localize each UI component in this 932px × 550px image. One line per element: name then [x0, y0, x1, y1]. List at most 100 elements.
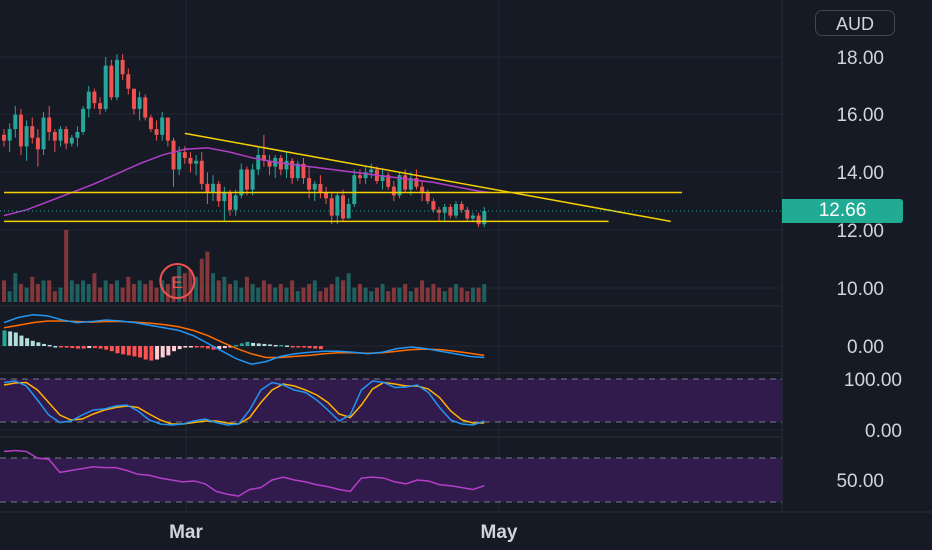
volume-bar	[312, 280, 317, 302]
price-tick-label: 14.00	[836, 163, 884, 184]
macd-tick-label: 0.00	[847, 337, 884, 358]
volume-bar	[120, 287, 125, 302]
candle-body	[442, 206, 447, 213]
stoch-tick-label: 100.00	[844, 370, 902, 391]
macd-histogram-bar	[47, 344, 52, 347]
volume-bar	[380, 284, 385, 302]
rsi-indicator	[3, 449, 485, 497]
stochastic-indicator	[3, 380, 485, 426]
volume-bar	[425, 287, 430, 302]
volume-bar	[278, 284, 283, 302]
macd-histogram-bar	[115, 346, 120, 354]
candle-body	[425, 192, 430, 202]
macd-histogram-bar	[42, 343, 47, 346]
candle-body	[403, 175, 408, 190]
macd-histogram-bar	[160, 346, 165, 358]
candle-body	[47, 117, 52, 132]
volume-bar	[431, 284, 436, 302]
volume-bar	[261, 280, 266, 302]
candle-body	[352, 175, 357, 205]
volume-bar	[131, 284, 136, 302]
volume-bar	[307, 284, 312, 302]
macd-histogram-bar	[251, 342, 256, 346]
candle-body	[465, 209, 470, 219]
candle-body	[318, 183, 323, 193]
candle-body	[103, 65, 108, 109]
volume-bar	[182, 273, 187, 302]
macd-histogram-bar	[313, 346, 318, 349]
candle-body	[154, 129, 159, 135]
macd-indicator	[2, 314, 485, 365]
volume-bar	[324, 287, 329, 302]
volume-bar	[273, 287, 278, 302]
candle-body	[18, 114, 23, 147]
macd-line	[3, 314, 485, 365]
candle-body	[75, 131, 80, 138]
macd-histogram-bar	[172, 346, 176, 352]
candle-body	[459, 204, 464, 210]
volume-bar	[126, 276, 131, 302]
candle-body	[211, 183, 216, 193]
candle-body	[448, 206, 453, 216]
volume-bar	[103, 280, 108, 302]
candle-body	[267, 160, 272, 167]
macd-histogram-bar	[98, 346, 103, 349]
macd-histogram-bar	[262, 343, 267, 346]
volume-bar	[369, 291, 374, 302]
price-tick-label: 12.00	[836, 221, 884, 242]
macd-histogram-bar	[8, 331, 13, 346]
candle-body	[120, 59, 125, 75]
volume-bar	[448, 287, 453, 302]
candle-body	[312, 183, 317, 190]
candle-body	[380, 175, 385, 181]
macd-histogram-bar	[138, 346, 143, 358]
volume-bar	[335, 276, 340, 302]
candle-body	[369, 169, 374, 173]
candle-body	[188, 157, 193, 164]
moving-average-line	[3, 147, 490, 217]
macd-histogram-bar	[81, 346, 86, 349]
candle-body	[233, 195, 238, 210]
axes: 18.00 16.00 14.00 12.00 10.00 0.00 100.00 0.00 5…	[169, 48, 902, 543]
volume-bar	[160, 280, 165, 302]
macd-histogram-bar	[268, 344, 273, 346]
candle-body	[81, 108, 86, 132]
candle-body	[335, 195, 340, 216]
volume-bar	[52, 291, 57, 302]
volume-bar	[346, 273, 351, 302]
candle-body	[284, 160, 289, 170]
volume-bar	[233, 280, 238, 302]
stoch-k-line	[3, 380, 485, 426]
macd-histogram-bar	[30, 340, 35, 346]
candle-body	[437, 209, 442, 213]
macd-histogram-bar	[211, 346, 216, 350]
macd-histogram-bar	[126, 346, 131, 356]
volume-bar	[403, 284, 408, 302]
candle-body	[239, 169, 244, 196]
macd-histogram-bar	[318, 346, 323, 350]
macd-histogram-bar	[25, 338, 30, 346]
macd-histogram-bar	[75, 346, 80, 349]
volume-bar	[222, 276, 227, 302]
volume-bar	[244, 276, 249, 302]
candle-body	[58, 129, 63, 141]
macd-histogram-bar	[2, 330, 7, 346]
currency-selector[interactable]: AUD	[815, 10, 895, 36]
volume-bar	[290, 280, 295, 302]
volume-bar	[437, 287, 442, 302]
macd-histogram-bar	[245, 341, 250, 346]
volume-bar	[199, 258, 204, 302]
candle-body	[35, 137, 40, 150]
volume-bar	[24, 287, 29, 302]
volume-bar	[188, 269, 193, 302]
volume-bar	[482, 284, 487, 302]
volume-bar	[64, 230, 69, 302]
volume-bar	[476, 287, 481, 302]
trendline	[184, 132, 671, 223]
time-tick-label: Mar	[169, 522, 203, 543]
volume-bar	[177, 266, 182, 302]
macd-histogram-bar	[149, 346, 154, 361]
volume-bar	[284, 287, 289, 302]
